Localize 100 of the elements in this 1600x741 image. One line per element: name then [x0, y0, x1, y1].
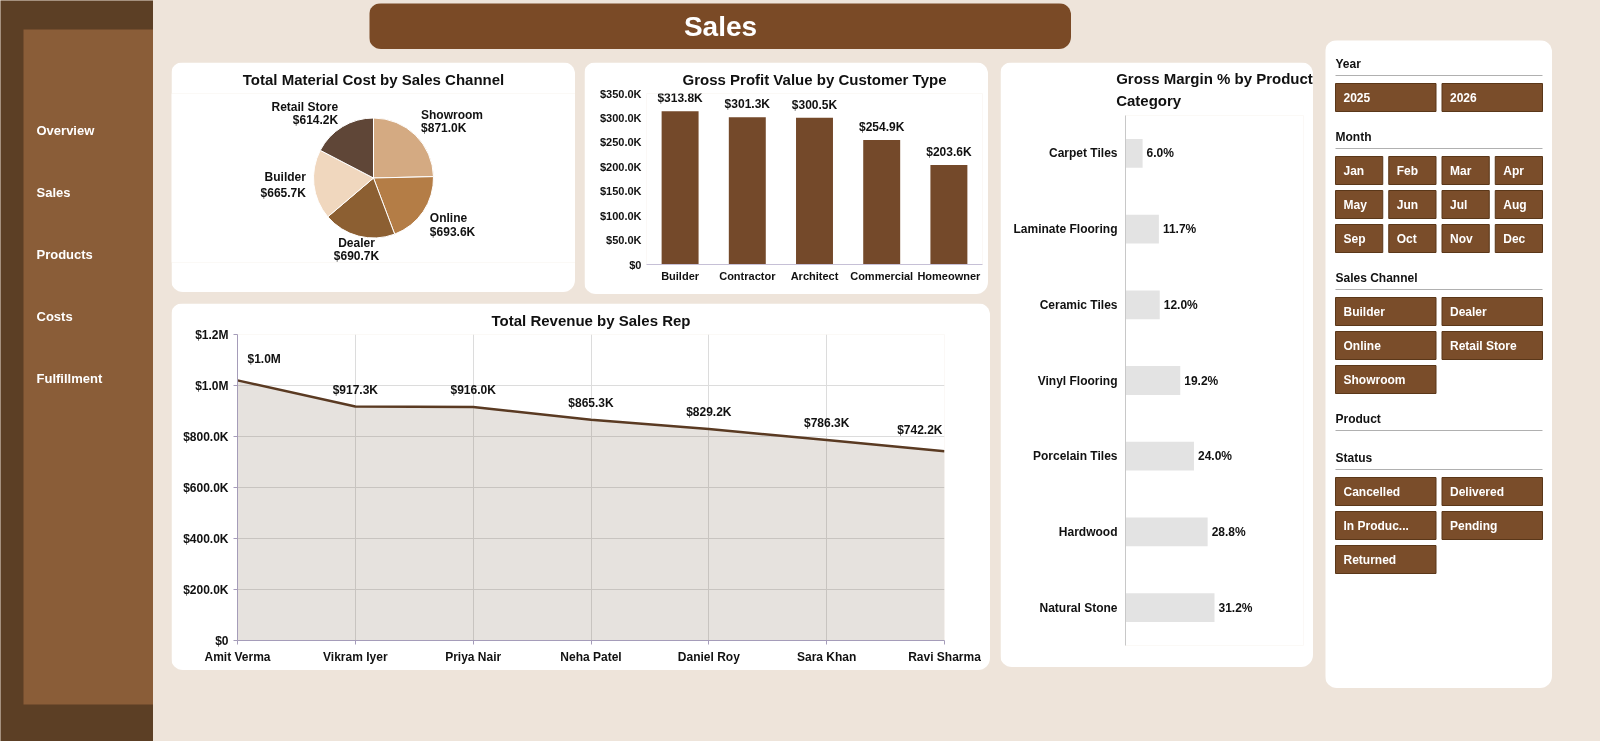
- data-label: $690.7K: [333, 249, 380, 264]
- bar: [796, 117, 833, 265]
- y-tick-label: $50.0K: [606, 234, 642, 247]
- chart-title: Total Material Cost by Sales Channel: [242, 70, 505, 88]
- x-tick-label: Neha Patel: [560, 649, 622, 664]
- bar: [1125, 441, 1194, 471]
- category-label: Nov: [1450, 231, 1473, 246]
- bar: [661, 111, 699, 265]
- data-label: $829.2K: [686, 405, 732, 420]
- category-label: May: [1343, 197, 1368, 212]
- category-label: Online: [1343, 338, 1382, 353]
- x-tick-label: Priya Nair: [445, 649, 502, 664]
- text: Product: [1335, 411, 1381, 426]
- y-tick-label: $200.0K: [183, 582, 229, 597]
- y-tick-label: $100.0K: [599, 209, 642, 222]
- y-tick-label: $300.0K: [599, 111, 642, 124]
- data-label: 19.2%: [1184, 373, 1219, 388]
- category-label: In Produc...: [1343, 518, 1409, 533]
- data-label: $786.3K: [803, 415, 850, 430]
- text: Year: [1335, 56, 1362, 71]
- y-tick-label: $800.0K: [183, 429, 229, 444]
- text: Costs: [36, 309, 73, 324]
- text: Products: [36, 247, 93, 262]
- y-tick-label: $1.2M: [195, 327, 229, 342]
- category-label: Showroom: [1343, 372, 1406, 387]
- data-label: $313.8K: [657, 91, 704, 106]
- bar: [1125, 214, 1159, 244]
- category-label: Jul: [1450, 197, 1468, 212]
- data-label: 24.0%: [1197, 449, 1233, 464]
- data-label: 11.7%: [1162, 222, 1197, 237]
- category-label: Jan: [1343, 163, 1365, 178]
- y-tick-label: $350.0K: [599, 87, 642, 100]
- y-tick-label: Laminate Flooring: [1013, 222, 1118, 237]
- x-tick-label: Daniel Roy: [677, 649, 741, 664]
- data-label: $203.6K: [926, 145, 972, 160]
- category-label: 2025: [1343, 91, 1371, 105]
- y-tick-label: $0: [629, 258, 642, 271]
- text: Sales Channel: [1335, 270, 1418, 285]
- slice-label: Retail Store: [271, 99, 339, 114]
- category-label: Pending: [1450, 518, 1498, 533]
- bar: [1125, 593, 1215, 623]
- x-tick-label: Amit Verma: [204, 649, 271, 664]
- category-label: Dealer: [1450, 304, 1488, 319]
- x-tick-label: Vikram Iyer: [323, 649, 388, 664]
- x-tick-label: Builder: [661, 269, 700, 282]
- category-label: 2026: [1450, 91, 1478, 105]
- bar: [728, 117, 766, 265]
- data-label: $742.2K: [897, 423, 943, 438]
- data-label: 28.8%: [1211, 524, 1247, 539]
- y-tick-label: $0: [215, 633, 229, 648]
- category-label: Apr: [1503, 163, 1525, 178]
- bar: [1125, 290, 1160, 320]
- data-label: $865.3K: [568, 395, 615, 410]
- y-tick-label: Hardwood: [1058, 524, 1118, 539]
- y-tick-label: Vinyl Flooring: [1037, 373, 1118, 388]
- y-tick-label: Natural Stone: [1039, 600, 1118, 615]
- y-tick-label: Carpet Tiles: [1049, 146, 1118, 161]
- data-label: $254.9K: [859, 119, 905, 134]
- category-label: Oct: [1396, 231, 1417, 246]
- category-label: Sep: [1343, 231, 1366, 246]
- chart-title: Total Revenue by Sales Rep: [491, 311, 691, 329]
- data-label: 6.0%: [1146, 146, 1175, 161]
- category-label: Retail Store: [1450, 338, 1518, 353]
- y-tick-label: Ceramic Tiles: [1039, 297, 1118, 312]
- x-tick-label: Homeowner: [917, 269, 982, 282]
- y-tick-label: $250.0K: [599, 136, 642, 149]
- y-tick-label: $600.0K: [183, 480, 229, 495]
- category-label: Dec: [1503, 231, 1526, 246]
- category-label: Jun: [1396, 197, 1419, 212]
- data-label: $693.6K: [429, 224, 476, 239]
- data-label: $614.2K: [292, 112, 339, 127]
- bar: [1125, 138, 1143, 168]
- data-label: $301.3K: [724, 97, 771, 112]
- text: Status: [1335, 450, 1373, 465]
- text: Month: [1335, 129, 1372, 144]
- bar: [930, 165, 968, 265]
- data-label: $1.0M: [247, 352, 281, 367]
- slice-label: Builder: [264, 169, 307, 184]
- data-label: $871.0K: [421, 121, 467, 136]
- y-tick-label: $150.0K: [599, 185, 642, 198]
- chart-title: Gross Margin % by Product Category: [1116, 70, 1313, 110]
- category-label: Delivered: [1450, 484, 1505, 499]
- y-tick-label: $200.0K: [599, 160, 642, 173]
- y-tick-label: $1.0M: [195, 378, 229, 393]
- x-tick-label: Ravi Sharma: [908, 649, 982, 664]
- text: Sales: [36, 185, 71, 200]
- category-label: Cancelled: [1343, 484, 1401, 499]
- y-tick-label: Porcelain Tiles: [1033, 449, 1118, 464]
- text: Fulfillment: [36, 371, 103, 386]
- category-label: Builder: [1343, 304, 1386, 319]
- text: Sales: [683, 11, 758, 42]
- category-label: Feb: [1396, 163, 1419, 178]
- data-label: $665.7K: [260, 185, 307, 200]
- x-tick-label: Architect: [790, 269, 839, 282]
- bar: [863, 139, 901, 265]
- data-label: 12.0%: [1163, 297, 1199, 312]
- bar: [1125, 517, 1208, 547]
- text: Overview: [36, 123, 96, 138]
- chart-title: Gross Profit Value by Customer Type: [682, 70, 947, 88]
- data-label: 31.2%: [1218, 600, 1253, 615]
